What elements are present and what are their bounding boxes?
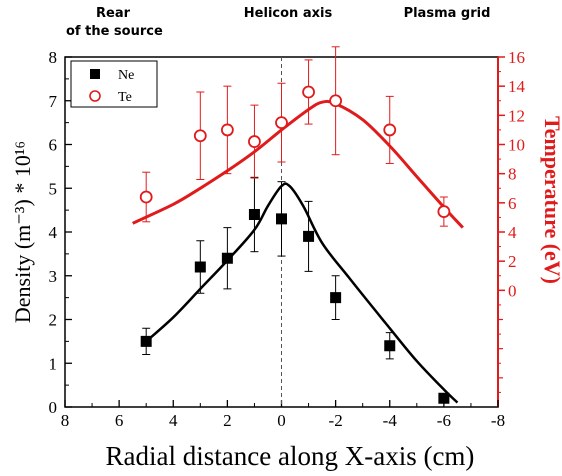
point-te [383, 123, 397, 137]
fit-curve-te [132, 99, 464, 229]
point-te [302, 85, 315, 99]
y2-tick-label: 4 [508, 223, 517, 242]
point-ne [276, 213, 287, 225]
legend-label-te: Te [118, 90, 132, 105]
point-ne [221, 252, 233, 264]
point-ne [384, 340, 396, 352]
y2-tick-label: 8 [508, 165, 517, 184]
x-tick-label: -4 [383, 411, 398, 430]
x-tick-label: -8 [491, 411, 505, 430]
x-tick-label: 0 [277, 411, 286, 430]
fit-curves [132, 99, 464, 404]
point-ne [194, 261, 206, 273]
x-tick-label: 4 [169, 411, 178, 430]
y-tick-label: 1 [49, 354, 58, 373]
y2-tick-label: 2 [508, 252, 517, 271]
y-tick-label: 7 [49, 92, 58, 111]
y-tick-label: 2 [49, 311, 58, 330]
annotation-helicon-axis: Helicon axis [244, 6, 333, 21]
y2-tick-label: 0 [508, 281, 517, 300]
point-te [437, 205, 451, 218]
y-tick-label: 6 [49, 136, 58, 155]
y-axis-label: Density (m⁻³) * 10¹⁶ [10, 141, 35, 323]
y2-axis-label: Temperature (eV) [540, 116, 562, 284]
point-ne [140, 335, 152, 347]
point-te [275, 116, 288, 130]
x-tick-label: 8 [61, 411, 70, 430]
y2-tick-label: 12 [508, 106, 525, 125]
point-te [220, 123, 234, 137]
point-te [193, 129, 207, 143]
x-tick-label: 6 [115, 411, 124, 430]
y-tick-label: 0 [49, 398, 58, 417]
y-tick-label: 3 [49, 267, 58, 286]
y-tick-label: 5 [49, 179, 58, 198]
point-ne [330, 292, 342, 304]
legend-marker-ne [90, 69, 100, 79]
point-te [248, 135, 261, 148]
legend-marker-te [89, 90, 101, 102]
annotation-rear-line2: of the source [66, 24, 163, 39]
x-tick-label: -2 [329, 411, 343, 430]
y-tick-label: 8 [49, 48, 58, 67]
legend-label-ne: Ne [118, 68, 134, 83]
y2-tick-label: 14 [508, 77, 526, 96]
x-tick-label: 2 [223, 411, 232, 430]
x-tick-label: -6 [437, 411, 451, 430]
point-ne [303, 230, 315, 242]
y2-tick-label: 6 [508, 194, 517, 213]
point-te [329, 94, 343, 108]
point-ne [248, 209, 260, 220]
point-ne [438, 392, 450, 404]
fit-curve-ne [145, 182, 459, 404]
y-tick-label: 4 [49, 223, 58, 242]
legend: Ne Te [70, 60, 158, 108]
data-points [139, 46, 451, 404]
y2-tick-label: 16 [508, 48, 525, 67]
annotation-plasma-grid: Plasma grid [404, 6, 491, 21]
y2-tick-label: 10 [508, 136, 525, 155]
x-axis-label: Radial distance along X-axis (cm) [106, 441, 475, 471]
point-te [139, 190, 153, 204]
annotation-rear-line1: Rear [96, 6, 131, 21]
legend-box [70, 60, 158, 108]
